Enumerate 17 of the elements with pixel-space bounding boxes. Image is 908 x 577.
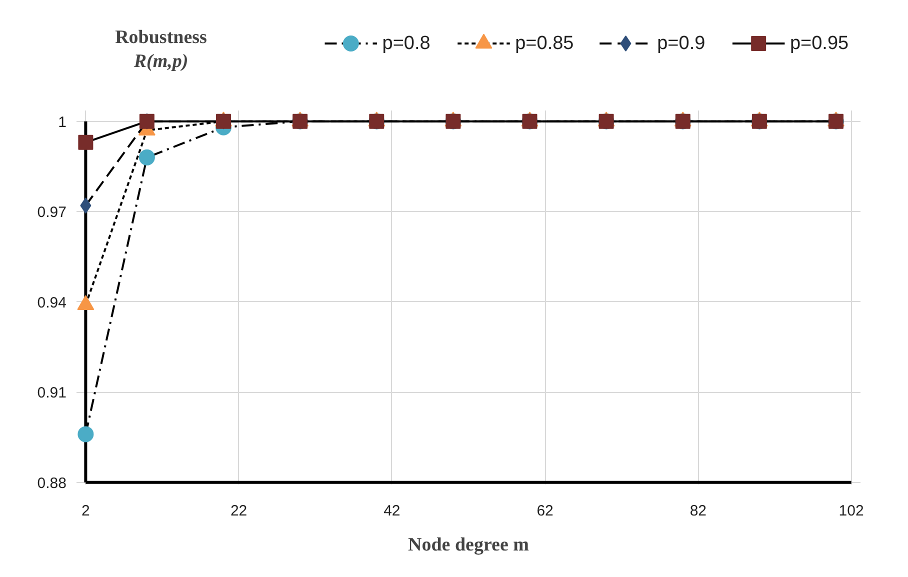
- y-tick-label: 0.88: [37, 474, 67, 492]
- y-tick-label: 1: [58, 114, 66, 131]
- y-axis-title: Robustness R(m,p): [115, 27, 207, 72]
- legend-label: p=0.8: [382, 33, 430, 54]
- y-tick-label: 0.97: [37, 204, 67, 222]
- x-tick-label: 82: [690, 502, 707, 520]
- x-axis-title: Node degree m: [408, 534, 530, 556]
- legend-label: p=0.95: [790, 33, 849, 54]
- x-tick-label: 22: [230, 502, 248, 520]
- y-tick-label: 0.91: [37, 384, 67, 402]
- x-tick-label: 2: [82, 502, 90, 520]
- y-tick-label: 0.94: [37, 294, 67, 312]
- x-tick-label: 102: [838, 502, 864, 520]
- legend-label: p=0.85: [515, 33, 574, 54]
- legend-label: p=0.9: [657, 33, 706, 54]
- x-tick-label: 42: [384, 502, 400, 520]
- x-tick-label: 62: [536, 502, 554, 520]
